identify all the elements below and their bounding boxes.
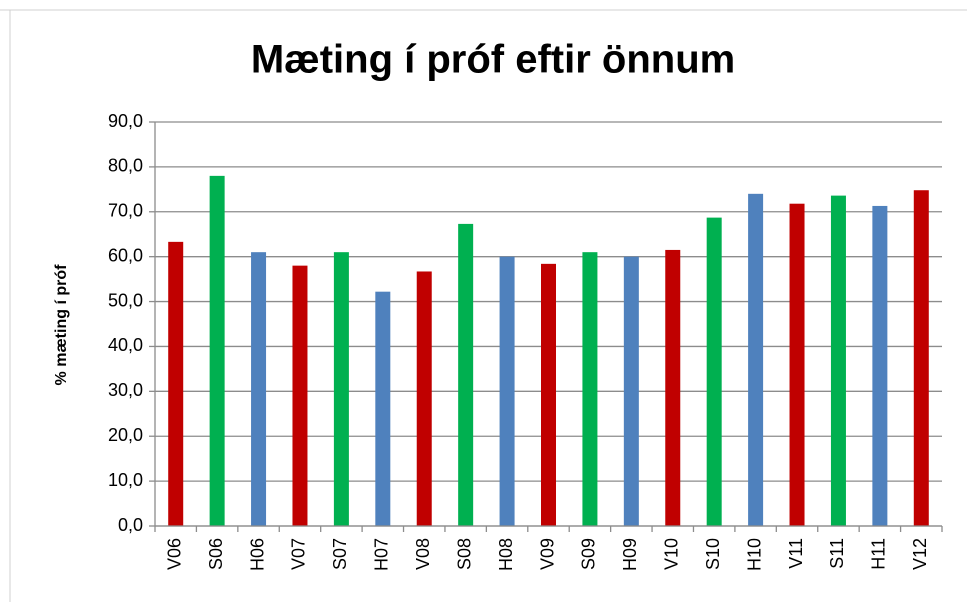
bar [292,265,308,526]
y-tick-label: 90,0 [108,111,143,131]
x-tick-label: H06 [247,538,267,571]
y-tick-label: 20,0 [108,425,143,445]
bar [913,190,929,526]
bar [541,263,556,526]
x-tick-label: H07 [372,538,392,571]
bar [499,256,515,526]
y-tick-label: 60,0 [108,245,143,265]
x-tick-label: V08 [413,538,433,570]
y-tick-label: 30,0 [108,380,143,400]
x-tick-label: S11 [827,538,847,569]
y-tick-label: 0,0 [118,515,143,535]
x-tick-label: S06 [206,538,226,570]
y-axis-label: % mæting í próf [53,264,70,386]
bar [623,256,639,526]
bar [706,217,722,526]
bar [789,203,805,526]
bar [748,193,764,527]
x-tick-label: S10 [703,538,723,570]
bar [872,205,888,527]
bar [830,195,846,526]
x-tick-label: V12 [910,538,930,570]
bar [458,223,474,527]
bar [251,252,267,526]
bar [665,249,681,526]
bar [168,241,184,526]
x-tick-label: S09 [579,538,599,570]
y-tick-label: 50,0 [108,290,143,310]
bar [416,271,432,526]
bar [582,252,598,526]
x-tick-label: S07 [330,538,350,570]
x-tick-label: V06 [164,538,184,570]
x-tick-label: S08 [454,538,474,570]
x-tick-label: H11 [869,538,889,570]
y-tick-label: 40,0 [108,335,143,355]
x-tick-label: H10 [744,538,764,571]
bar [209,175,225,526]
y-tick-label: 80,0 [108,156,143,176]
chart-title: Mæting í próf eftir önnum [251,38,735,82]
x-tick-label: V10 [662,538,682,570]
bar [375,291,391,526]
x-tick-label: V09 [537,538,557,570]
x-tick-label: H08 [496,538,516,571]
bar [333,252,349,526]
y-tick-label: 70,0 [108,201,143,221]
x-tick-label: V11 [786,538,806,569]
y-tick-label: 10,0 [108,470,143,490]
x-tick-label: V07 [289,538,309,570]
x-tick-label: H09 [620,538,640,571]
